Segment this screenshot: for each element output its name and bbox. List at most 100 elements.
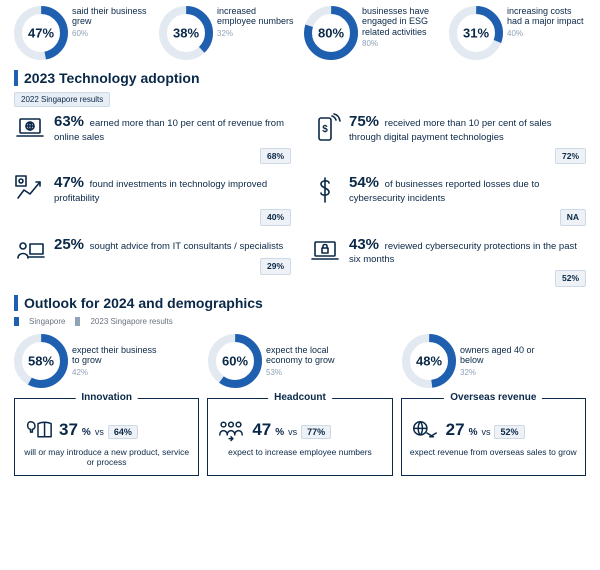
tech-text: 63% earned more than 10 per cent of reve…	[54, 113, 291, 164]
box-value: 47	[252, 420, 271, 440]
donut-value: 80%	[318, 26, 344, 41]
people-arrow-icon	[216, 417, 246, 443]
tech-item: 43% reviewed cybersecurity protections i…	[309, 236, 586, 287]
top-donut-card: 38% increased employee numbers 32%	[159, 6, 296, 60]
box-vs-label: vs	[95, 427, 104, 437]
box-title: Headcount	[268, 392, 332, 403]
box-title: Innovation	[75, 392, 138, 403]
outlook-donut-row: 58% expect their business to grow 42% 60…	[14, 334, 586, 388]
donut-label-wrap: businesses have engaged in ESG related a…	[362, 6, 440, 48]
section-title-outlook: Outlook for 2024 and demographics	[14, 295, 586, 311]
tech-prev-badge: 40%	[260, 209, 291, 226]
tech-item: 25% sought advice from IT consultants / …	[14, 236, 291, 287]
box-desc: will or may introduce a new product, ser…	[23, 447, 190, 467]
laptop-globe-icon	[14, 113, 46, 145]
donut-label: businesses have engaged in ESG related a…	[362, 6, 440, 37]
tech-desc: earned more than 10 per cent of revenue …	[54, 118, 284, 143]
outlook-box: Headcount 47% vs 77% expect to increase …	[207, 398, 392, 476]
donut-prev-value: 32%	[460, 368, 548, 377]
box-compare-badge: 64%	[108, 425, 138, 439]
tech-desc: reviewed cybersecurity protections in th…	[349, 241, 577, 266]
tech-text: 75% received more than 10 per cent of sa…	[349, 113, 586, 164]
box-value: 37	[59, 420, 78, 440]
donut-value: 60%	[222, 353, 248, 368]
box-compare-badge: 52%	[494, 425, 524, 439]
tech-item: 54% of businesses reported losses due to…	[309, 174, 586, 225]
donut-chart: 31%	[449, 6, 503, 60]
box-desc: expect revenue from overseas sales to gr…	[410, 447, 577, 457]
infographic-root: 47% said their business grew 60% 38% inc…	[0, 0, 600, 490]
legend-label-current: Singapore	[29, 317, 65, 326]
box-main: 47% vs 77%	[216, 417, 383, 443]
svg-text:$: $	[322, 124, 328, 135]
donut-value: 58%	[28, 353, 54, 368]
section-bar-icon	[14, 70, 18, 86]
tech-text: 47% found investments in technology impr…	[54, 174, 291, 225]
donut-label: said their business grew	[72, 6, 150, 27]
tech-value: 25%	[54, 236, 84, 253]
globe-shake-icon	[410, 417, 440, 443]
tech-text: 25% sought advice from IT consultants / …	[54, 236, 291, 275]
box-stats: 37% vs 64%	[59, 420, 138, 440]
chart-cog-icon	[14, 174, 46, 206]
tech-item: 47% found investments in technology impr…	[14, 174, 291, 225]
tech-grid: 63% earned more than 10 per cent of reve…	[14, 113, 586, 287]
donut-chart: 48%	[402, 334, 456, 388]
tech-value: 54%	[349, 174, 379, 191]
donut-chart: 58%	[14, 334, 68, 388]
outlook-box: Overseas revenue 27% vs 52% expect reven…	[401, 398, 586, 476]
donut-label-wrap: expect their business to grow 42%	[72, 345, 160, 377]
lightbulb-book-icon	[23, 417, 53, 443]
top-donut-card: 80% businesses have engaged in ESG relat…	[304, 6, 441, 60]
consultant-icon	[14, 236, 46, 268]
box-main: 37% vs 64%	[23, 417, 190, 443]
section-title-tech: 2023 Technology adoption	[14, 70, 586, 86]
tech-item: 63% earned more than 10 per cent of reve…	[14, 113, 291, 164]
donut-prev-value: 53%	[266, 368, 354, 377]
tech-prev-badge: 68%	[260, 148, 291, 165]
donut-value: 31%	[463, 26, 489, 41]
donut-label: expect the local economy to grow	[266, 345, 354, 366]
tech-item: $ 75% received more than 10 per cent of …	[309, 113, 586, 164]
donut-label: expect their business to grow	[72, 345, 160, 366]
donut-label-wrap: owners aged 40 or below 32%	[460, 345, 548, 377]
donut-prev-value: 32%	[217, 29, 295, 38]
donut-label: increased employee numbers	[217, 6, 295, 27]
legend-swatch-current	[14, 317, 19, 326]
outlook-donut-card: 60% expect the local economy to grow 53%	[208, 334, 392, 388]
outlook-legend: Singapore 2023 Singapore results	[14, 317, 586, 326]
donut-label-wrap: said their business grew 60%	[72, 6, 150, 38]
tech-desc: received more than 10 per cent of sales …	[349, 118, 552, 143]
box-value: 27	[446, 420, 465, 440]
legend-label-prev: 2023 Singapore results	[90, 317, 172, 326]
tech-prev-badge: 72%	[555, 148, 586, 165]
donut-value: 47%	[28, 26, 54, 41]
box-vs-label: vs	[288, 427, 297, 437]
donut-prev-value: 60%	[72, 29, 150, 38]
section-title-outlook-text: Outlook for 2024 and demographics	[24, 295, 263, 311]
legend-swatch-prev	[75, 317, 80, 326]
section-title-tech-text: 2023 Technology adoption	[24, 70, 200, 86]
donut-value: 38%	[173, 26, 199, 41]
donut-prev-value: 42%	[72, 368, 160, 377]
box-compare-badge: 77%	[301, 425, 331, 439]
box-vs-label: vs	[481, 427, 490, 437]
top-donut-card: 31% increasing costs had a major impact …	[449, 6, 586, 60]
outlook-donut-card: 48% owners aged 40 or below 32%	[402, 334, 586, 388]
phone-dollar-icon: $	[309, 113, 341, 145]
tech-value: 63%	[54, 113, 84, 130]
donut-label-wrap: increased employee numbers 32%	[217, 6, 295, 38]
tech-desc: found investments in technology improved…	[54, 179, 267, 204]
box-desc: expect to increase employee numbers	[216, 447, 383, 457]
box-stats: 27% vs 52%	[446, 420, 525, 440]
tech-desc: sought advice from IT consultants / spec…	[90, 241, 284, 252]
donut-label-wrap: expect the local economy to grow 53%	[266, 345, 354, 377]
outlook-box: Innovation 37% vs 64% will or may introd…	[14, 398, 199, 476]
donut-chart: 47%	[14, 6, 68, 60]
tech-prev-badge: 52%	[555, 270, 586, 287]
box-title: Overseas revenue	[444, 392, 542, 403]
tech-value: 75%	[349, 113, 379, 130]
donut-label-wrap: increasing costs had a major impact 40%	[507, 6, 585, 38]
donut-value: 48%	[416, 353, 442, 368]
donut-prev-value: 80%	[362, 39, 440, 48]
